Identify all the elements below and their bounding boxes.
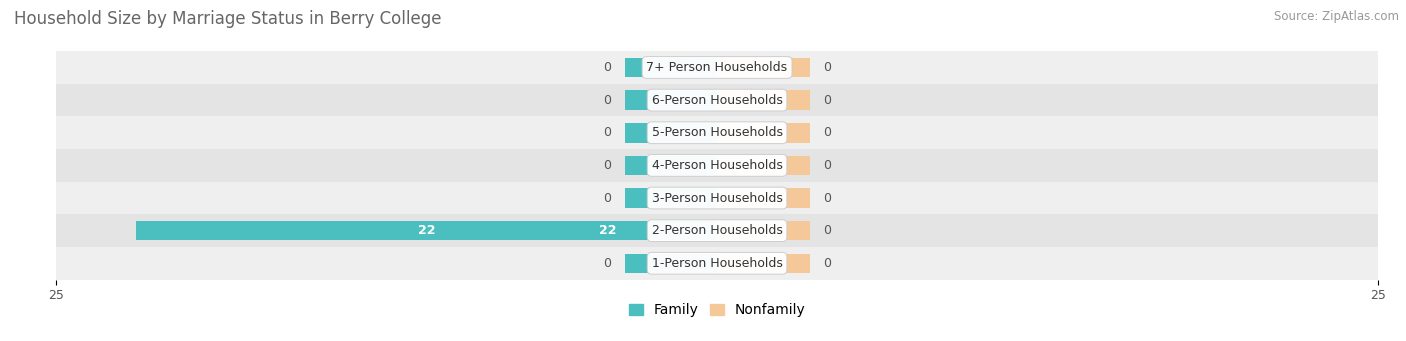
Legend: Family, Nonfamily: Family, Nonfamily [623,298,811,323]
Bar [624,155,717,175]
Bar [56,84,1378,116]
Bar [717,155,810,175]
Text: Source: ZipAtlas.com: Source: ZipAtlas.com [1274,10,1399,23]
Text: 0: 0 [603,192,612,205]
Text: 0: 0 [823,126,831,139]
Bar [624,123,717,143]
Text: 4-Person Households: 4-Person Households [651,159,783,172]
Bar [56,51,1378,84]
Bar [717,90,810,110]
Bar [717,123,810,143]
Text: 1-Person Households: 1-Person Households [651,257,783,270]
Bar [717,221,810,240]
Bar [56,116,1378,149]
Bar [56,247,1378,280]
Text: 0: 0 [603,94,612,107]
Bar [717,253,810,273]
Bar [717,188,810,208]
Text: 0: 0 [823,257,831,270]
Text: 0: 0 [603,257,612,270]
Text: 5-Person Households: 5-Person Households [651,126,783,139]
Text: 7+ Person Households: 7+ Person Households [647,61,787,74]
Text: 0: 0 [823,94,831,107]
Bar [624,188,717,208]
Text: 0: 0 [603,61,612,74]
Text: 0: 0 [823,159,831,172]
Bar [624,58,717,77]
Text: 0: 0 [823,61,831,74]
Bar [56,214,1378,247]
Text: 0: 0 [823,224,831,237]
Text: 2-Person Households: 2-Person Households [651,224,783,237]
Bar [56,182,1378,214]
Bar [56,149,1378,182]
Text: 0: 0 [603,159,612,172]
Text: 6-Person Households: 6-Person Households [651,94,783,107]
Text: 3-Person Households: 3-Person Households [651,192,783,205]
Bar [717,58,810,77]
Text: 0: 0 [823,192,831,205]
Text: 22: 22 [418,224,434,237]
Text: 22: 22 [599,224,617,237]
Text: 0: 0 [603,126,612,139]
Text: Household Size by Marriage Status in Berry College: Household Size by Marriage Status in Ber… [14,10,441,28]
Bar [135,221,717,240]
Bar [624,253,717,273]
Bar [624,90,717,110]
